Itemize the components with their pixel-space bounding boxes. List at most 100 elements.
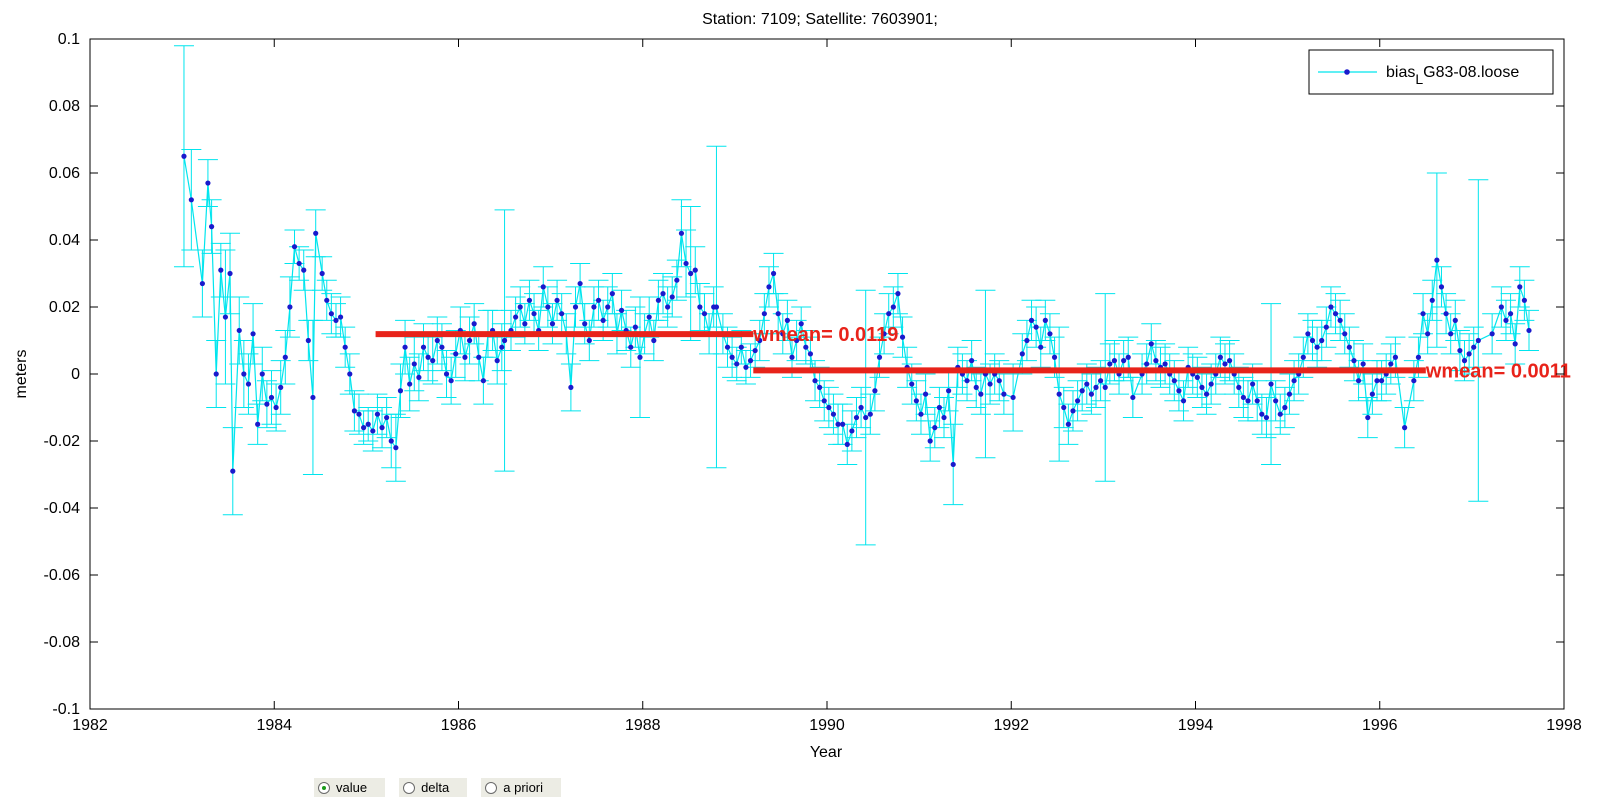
y-tick-label: 0.1: [58, 31, 80, 48]
y-tick-label: -0.04: [44, 500, 81, 517]
data-point: [1236, 384, 1242, 390]
data-point: [632, 324, 638, 330]
data-point: [941, 414, 947, 421]
data-point: [895, 291, 901, 297]
data-point: [402, 344, 408, 350]
data-point: [531, 311, 537, 317]
data-point: [1355, 378, 1362, 384]
radio-delta-label: delta: [421, 780, 450, 795]
data-point: [420, 344, 427, 350]
data-point: [222, 314, 229, 320]
data-point: [950, 461, 956, 468]
data-point: [328, 311, 334, 317]
x-tick-label: 1996: [1362, 717, 1398, 734]
data-point: [789, 354, 795, 360]
radio-delta-indicator: [403, 781, 416, 794]
data-point: [817, 384, 823, 390]
data-point: [554, 297, 560, 303]
data-point: [1452, 317, 1458, 323]
data-point: [678, 230, 685, 236]
x-tick-label: 1988: [625, 717, 661, 734]
data-point: [1254, 398, 1260, 404]
data-point: [572, 304, 579, 310]
data-point: [973, 384, 979, 390]
data-point: [397, 388, 404, 394]
data-point: [301, 267, 307, 273]
data-point: [946, 388, 952, 394]
data-point: [1429, 297, 1435, 303]
data-point: [1374, 378, 1380, 384]
data-point: [347, 371, 353, 377]
data-point: [250, 331, 256, 337]
data-point: [890, 304, 896, 310]
data-point: [205, 180, 211, 186]
data-point: [227, 270, 233, 277]
data-point: [752, 347, 758, 354]
data-point: [259, 371, 265, 377]
data-point: [1314, 344, 1320, 350]
data-point: [1328, 304, 1334, 310]
radio-delta[interactable]: delta: [399, 778, 468, 797]
data-point: [734, 361, 740, 367]
legend-label-rest: G83-08.loose: [1423, 64, 1519, 81]
data-point: [1038, 344, 1044, 350]
data-point: [278, 384, 284, 390]
data-point: [1240, 394, 1247, 401]
data-point: [1503, 317, 1509, 323]
data-point: [522, 321, 528, 327]
data-point: [701, 311, 708, 317]
data-point: [1047, 331, 1053, 337]
data-point: [462, 354, 468, 360]
data-point: [1360, 361, 1366, 367]
y-tick-label: 0.06: [49, 165, 80, 182]
data-point: [1208, 381, 1214, 387]
data-point: [964, 378, 970, 384]
data-point: [853, 414, 860, 421]
data-point: [830, 411, 837, 417]
x-tick-label: 1986: [441, 717, 477, 734]
y-tick-label: -0.06: [44, 567, 81, 584]
data-point: [812, 378, 818, 384]
data-point: [1434, 257, 1440, 263]
data-point: [793, 337, 800, 344]
data-point: [1093, 384, 1099, 390]
data-point: [863, 414, 869, 421]
data-point: [807, 351, 814, 357]
data-point: [374, 411, 381, 417]
y-tick-label: -0.02: [44, 433, 81, 450]
x-tick-label: 1984: [256, 717, 292, 734]
data-point: [181, 153, 187, 159]
x-tick-label: 1994: [1178, 717, 1214, 734]
data-point: [264, 401, 270, 407]
data-point: [268, 394, 275, 401]
data-point: [595, 297, 602, 303]
data-point: [337, 314, 344, 320]
data-point: [1056, 391, 1062, 397]
legend: biasLG83-08.loose: [1308, 49, 1554, 95]
data-point: [1475, 337, 1481, 344]
data-point: [1226, 358, 1233, 364]
radio-value[interactable]: value: [314, 778, 386, 797]
data-point: [1217, 354, 1223, 360]
data-point: [430, 358, 436, 364]
data-point: [333, 317, 339, 323]
data-point: [674, 277, 680, 283]
data-point: [1378, 378, 1385, 384]
data-point: [351, 408, 357, 414]
data-point: [591, 304, 597, 310]
data-point: [241, 371, 247, 377]
data-point: [835, 421, 841, 427]
data-point: [1420, 311, 1426, 317]
data-point: [1512, 341, 1518, 347]
data-point: [513, 314, 519, 320]
x-axis-label: Year: [810, 744, 843, 761]
radio-a-priori[interactable]: a priori: [481, 778, 562, 797]
data-point: [559, 311, 565, 317]
data-point: [628, 344, 634, 350]
data-point: [1507, 311, 1514, 317]
data-point: [319, 270, 325, 277]
data-point: [476, 354, 482, 360]
data-point: [1425, 331, 1431, 337]
data-point: [305, 337, 311, 344]
data-layer: wmean= 0.0119 wmean= 0.0011: [173, 45, 1571, 546]
